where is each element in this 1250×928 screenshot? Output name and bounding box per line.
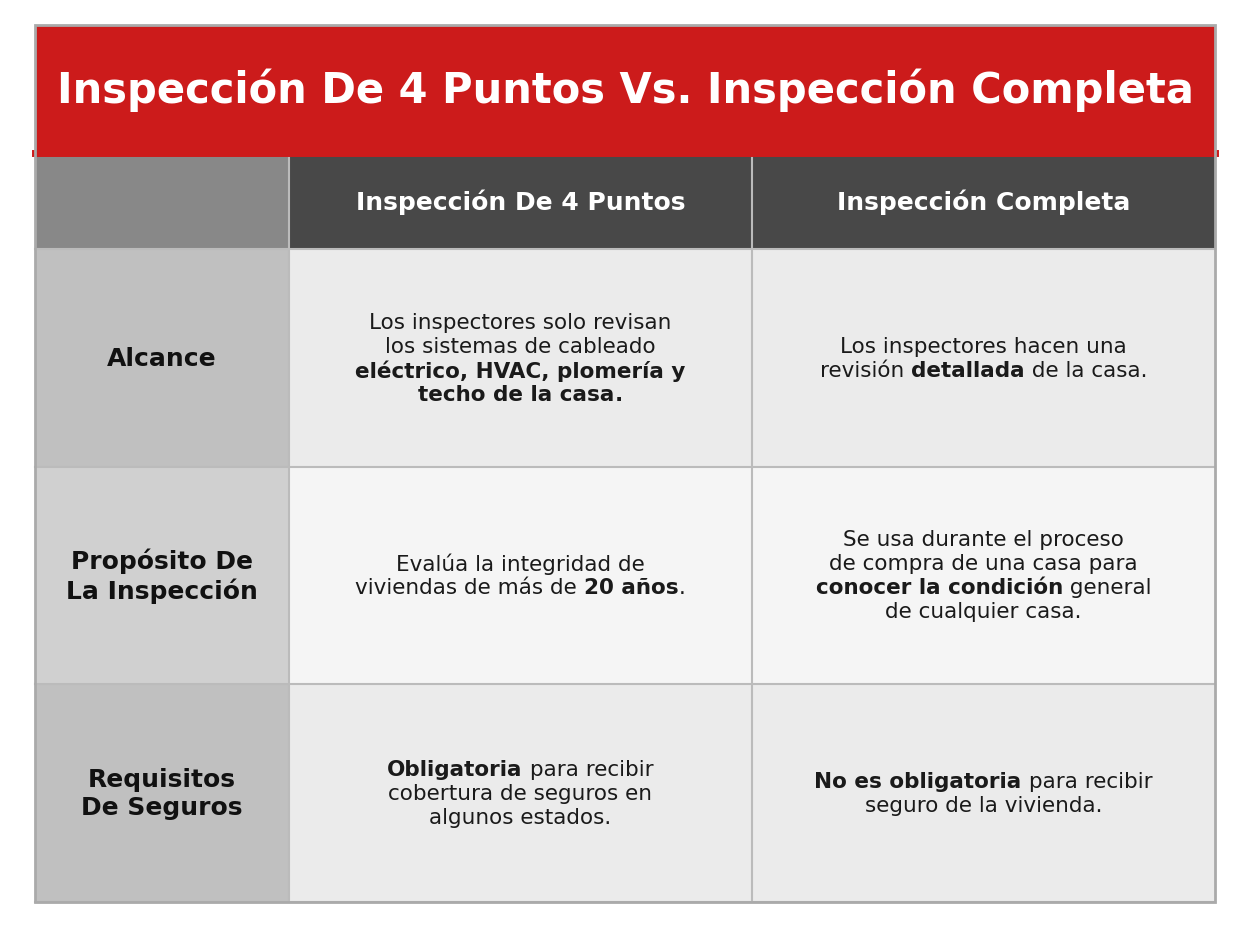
Text: de compra de una casa para: de compra de una casa para	[829, 554, 1138, 574]
Text: 20 años: 20 años	[584, 578, 679, 598]
Bar	[35, 26, 1215, 154]
Bar	[751, 250, 1215, 467]
Text: Propósito De
La Inspección: Propósito De La Inspección	[66, 548, 258, 603]
Text: seguro de la vivienda.: seguro de la vivienda.	[865, 795, 1102, 816]
Text: viviendas de más de: viviendas de más de	[355, 578, 584, 598]
Text: cobertura de seguros en: cobertura de seguros en	[389, 783, 652, 804]
Text: eléctrico, HVAC, plomería y: eléctrico, HVAC, plomería y	[355, 360, 685, 381]
Bar	[289, 467, 751, 685]
Text: los sistemas de cableado: los sistemas de cableado	[385, 336, 655, 356]
Text: Los inspectores hacen una: Los inspectores hacen una	[840, 336, 1126, 356]
Text: Inspección De 4 Puntos: Inspección De 4 Puntos	[355, 189, 685, 214]
Text: .: .	[614, 384, 622, 405]
Bar	[289, 250, 751, 467]
Text: de cualquier casa.: de cualquier casa.	[885, 602, 1081, 622]
Text: para recibir: para recibir	[522, 759, 654, 780]
Text: techo de la casa: techo de la casa	[418, 384, 614, 405]
Text: Los inspectores solo revisan: Los inspectores solo revisan	[369, 313, 671, 332]
Text: conocer la condición: conocer la condición	[815, 578, 1062, 598]
Text: de la casa.: de la casa.	[1025, 360, 1148, 380]
Text: Evalúa la integridad de: Evalúa la integridad de	[396, 553, 645, 574]
Text: Requisitos
De Seguros: Requisitos De Seguros	[81, 767, 242, 819]
Bar	[751, 685, 1215, 902]
Text: Se usa durante el proceso: Se usa durante el proceso	[842, 530, 1124, 549]
Text: revisión: revisión	[820, 360, 911, 380]
Bar	[35, 154, 289, 250]
Text: para recibir: para recibir	[1021, 771, 1152, 792]
Text: Inspección Completa: Inspección Completa	[836, 189, 1130, 214]
Bar	[289, 154, 751, 250]
Bar	[35, 685, 289, 902]
Bar	[35, 467, 289, 685]
Text: Inspección De 4 Puntos Vs. Inspección Completa: Inspección De 4 Puntos Vs. Inspección Co…	[56, 69, 1194, 111]
Text: detallada: detallada	[911, 360, 1025, 380]
Text: No es obligatoria: No es obligatoria	[815, 771, 1021, 792]
Bar	[35, 250, 289, 467]
Bar	[751, 154, 1215, 250]
Text: .: .	[679, 578, 685, 598]
Bar	[289, 685, 751, 902]
Text: general: general	[1062, 578, 1151, 598]
Text: Obligatoria: Obligatoria	[388, 759, 522, 780]
Bar	[751, 467, 1215, 685]
Text: Alcance: Alcance	[107, 346, 216, 370]
Text: algunos estados.: algunos estados.	[429, 807, 611, 827]
